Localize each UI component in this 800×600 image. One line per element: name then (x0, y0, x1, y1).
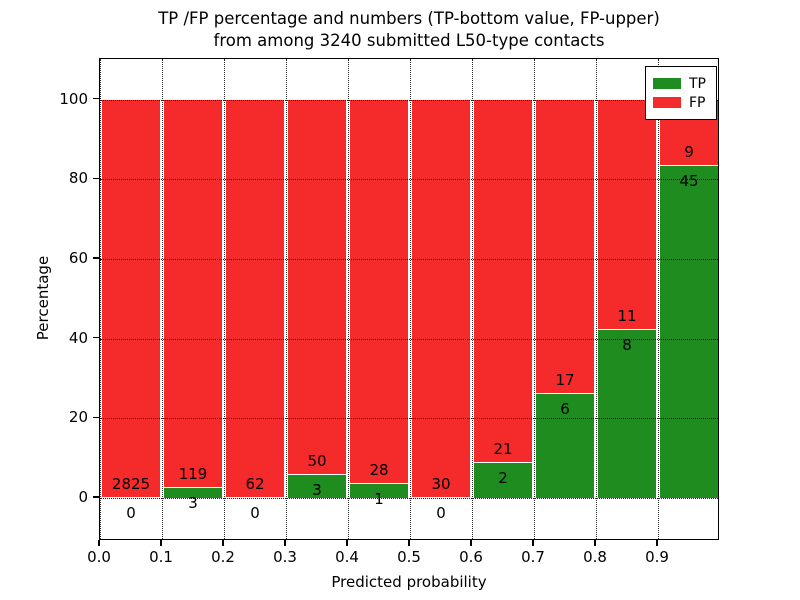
fp-count-label: 119 (178, 465, 208, 484)
x-tick-mark (656, 540, 658, 546)
x-tick-mark (470, 540, 472, 546)
tp-color-patch (653, 78, 681, 89)
fp-count-label: 17 (555, 371, 575, 390)
x-tick-mark (346, 540, 348, 546)
v-gridline (224, 59, 225, 539)
bar-segment-tp (536, 394, 594, 498)
y-tick-mark (93, 97, 99, 100)
x-tick-label: 0.8 (583, 548, 607, 566)
legend-row-fp: FP (653, 94, 716, 111)
y-tick-mark (93, 257, 99, 259)
x-tick-label: 0.4 (335, 548, 359, 566)
x-tick-mark (594, 540, 596, 546)
fp-count-label: 21 (493, 440, 513, 459)
x-tick-label: 0.2 (211, 548, 235, 566)
bar-segment-tp (288, 475, 346, 498)
y-tick-label: 40 (68, 328, 88, 347)
tp-count-label: 45 (679, 172, 699, 191)
x-tick-mark (160, 540, 162, 546)
bar-segment-tp (598, 330, 656, 498)
fp-count-label: 9 (684, 143, 694, 162)
tp-count-label: 3 (188, 494, 198, 513)
v-gridline (534, 59, 535, 539)
fp-count-label: 62 (245, 474, 265, 493)
h-gridline (100, 99, 718, 101)
tp-count-label: 8 (622, 336, 632, 355)
x-tick-mark (532, 540, 534, 546)
legend-label-fp: FP (689, 94, 706, 111)
x-tick-label: 0.7 (521, 548, 545, 566)
v-gridline (100, 59, 101, 539)
x-tick-label: 0.3 (273, 548, 297, 566)
bar-segment-fp (598, 99, 656, 331)
x-tick-label: 0.1 (149, 548, 173, 566)
bar-segment-tp (660, 166, 718, 498)
legend-label-tp: TP (689, 75, 706, 92)
tp-count-label: 0 (250, 503, 260, 522)
h-gridline (100, 497, 718, 499)
y-tick-mark (93, 177, 99, 179)
y-tick-label: 60 (68, 248, 88, 267)
chart-title-line1: TP /FP percentage and numbers (TP-bottom… (158, 9, 660, 28)
v-gridline (162, 59, 163, 539)
x-tick-mark (284, 540, 286, 546)
x-tick-mark (222, 540, 224, 546)
y-tick-mark (93, 496, 99, 498)
bar-segment-tp (164, 488, 222, 498)
tp-count-label: 1 (374, 490, 384, 509)
bar-segment-fp (288, 99, 346, 476)
bar-segment-tp (474, 463, 532, 498)
y-tick-mark (93, 416, 99, 418)
y-tick-label: 0 (78, 487, 88, 506)
fp-color-patch (653, 97, 681, 108)
bar-segment-fp (350, 99, 408, 485)
x-tick-label: 0.6 (459, 548, 483, 566)
fp-count-label: 50 (307, 452, 327, 471)
tp-count-label: 2 (498, 469, 508, 488)
h-gridline (100, 338, 718, 340)
y-tick-mark (93, 336, 99, 339)
chart-title-line2: from among 3240 submitted L50-type conta… (213, 31, 605, 50)
fp-count-label: 2825 (111, 474, 151, 493)
x-tick-mark (408, 540, 410, 546)
tp-count-label: 0 (436, 503, 446, 522)
v-gridline (472, 59, 473, 539)
x-tick-mark (98, 540, 100, 546)
bar-segment-tp (350, 484, 408, 498)
fp-count-label: 11 (617, 307, 637, 326)
x-axis-label: Predicted probability (331, 573, 487, 591)
v-gridline (596, 59, 597, 539)
h-gridline (100, 179, 718, 181)
v-gridline (658, 59, 659, 539)
bar-segment-fp (226, 99, 284, 498)
x-tick-label: 0.0 (87, 548, 111, 566)
h-gridline (100, 418, 718, 420)
h-gridline (100, 258, 718, 260)
v-gridline (348, 59, 349, 539)
bar-segment-fp (474, 99, 532, 464)
x-tick-label: 0.5 (397, 548, 421, 566)
y-tick-label: 20 (68, 408, 88, 427)
fp-count-label: 28 (369, 461, 389, 480)
bar-segment-fp (536, 99, 594, 395)
x-tick-label: 0.9 (645, 548, 669, 566)
v-gridline (410, 59, 411, 539)
legend: TP FP (645, 66, 717, 120)
legend-row-tp: TP (653, 75, 716, 92)
tp-count-label: 0 (126, 503, 136, 522)
fp-count-label: 30 (431, 474, 451, 493)
plot-area: 2825 0 119 3 62 0 50 3 28 1 30 0 21 2 17 6 11 8 9 45 (99, 58, 719, 540)
bar-segment-fp (164, 99, 222, 489)
bar-segment-fp (412, 99, 470, 498)
y-tick-label: 100 (59, 89, 88, 108)
y-tick-label: 80 (68, 169, 88, 188)
y-axis-label: Percentage (34, 255, 52, 341)
tp-count-label: 6 (560, 400, 570, 419)
tp-count-label: 3 (312, 481, 322, 500)
bar-segment-fp (102, 99, 160, 498)
v-gridline (286, 59, 287, 539)
